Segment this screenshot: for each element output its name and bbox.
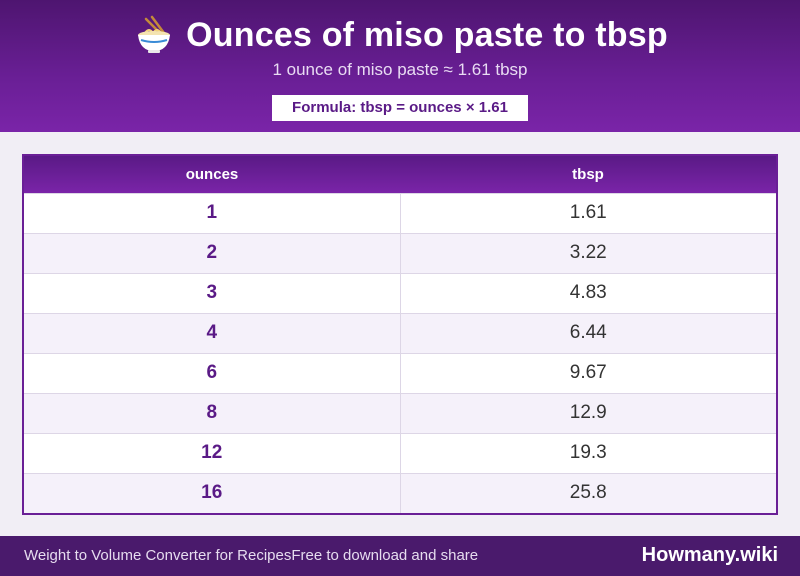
tbsp-cell: 12.9 — [400, 392, 776, 433]
site-brand[interactable]: Howmany.wiki — [641, 544, 778, 566]
ounces-cell: 2 — [24, 232, 401, 273]
tbsp-cell: 4.83 — [400, 272, 776, 313]
footer-bar: Weight to Volume Converter for RecipesFr… — [0, 536, 800, 576]
ounces-cell: 16 — [24, 472, 401, 513]
conversion-table: ounces tbsp 1 1.61 2 3.22 3 4.83 4 6.44 — [22, 154, 778, 515]
ounces-cell: 8 — [24, 392, 401, 433]
ounces-cell: 1 — [24, 192, 401, 233]
tbsp-cell: 6.44 — [400, 312, 776, 353]
footer-tagline: Free to download and share — [291, 547, 479, 564]
header-banner: Ounces of miso paste to tbsp 1 ounce of … — [0, 0, 800, 132]
column-header-ounces: ounces — [185, 165, 239, 183]
tbsp-cell: 25.8 — [400, 472, 776, 513]
tbsp-cell: 9.67 — [400, 352, 776, 393]
conversion-subtitle: 1 ounce of miso paste ≈ 1.61 tbsp — [272, 60, 528, 79]
noodle-bowl-icon — [132, 13, 176, 57]
ounces-cell: 6 — [24, 352, 401, 393]
formula-badge: Formula: tbsp = ounces × 1.61 — [272, 95, 528, 121]
ounces-cell: 4 — [24, 312, 401, 353]
tbsp-cell: 3.22 — [400, 232, 776, 273]
table-row: 3 4.83 — [24, 272, 776, 313]
ounces-cell: 12 — [24, 432, 401, 473]
table-row: 4 6.44 — [24, 312, 776, 353]
footer-description: Weight to Volume Converter for RecipesFr… — [24, 547, 478, 564]
table-row: 2 3.22 — [24, 232, 776, 273]
table-header-row: ounces tbsp — [24, 156, 776, 193]
table-row: 1 1.61 — [24, 192, 776, 233]
table-row: 16 25.8 — [24, 472, 776, 513]
title-row: Ounces of miso paste to tbsp — [0, 12, 800, 58]
table-row: 8 12.9 — [24, 392, 776, 433]
footer-app-name: Weight to Volume Converter for Recipes — [24, 547, 292, 564]
page-title: Ounces of miso paste to tbsp — [186, 15, 668, 54]
table-row: 6 9.67 — [24, 352, 776, 393]
tbsp-cell: 19.3 — [400, 432, 776, 473]
tbsp-cell: 1.61 — [400, 192, 776, 233]
column-header-tbsp: tbsp — [572, 165, 604, 183]
table-row: 12 19.3 — [24, 432, 776, 473]
ounces-cell: 3 — [24, 272, 401, 313]
